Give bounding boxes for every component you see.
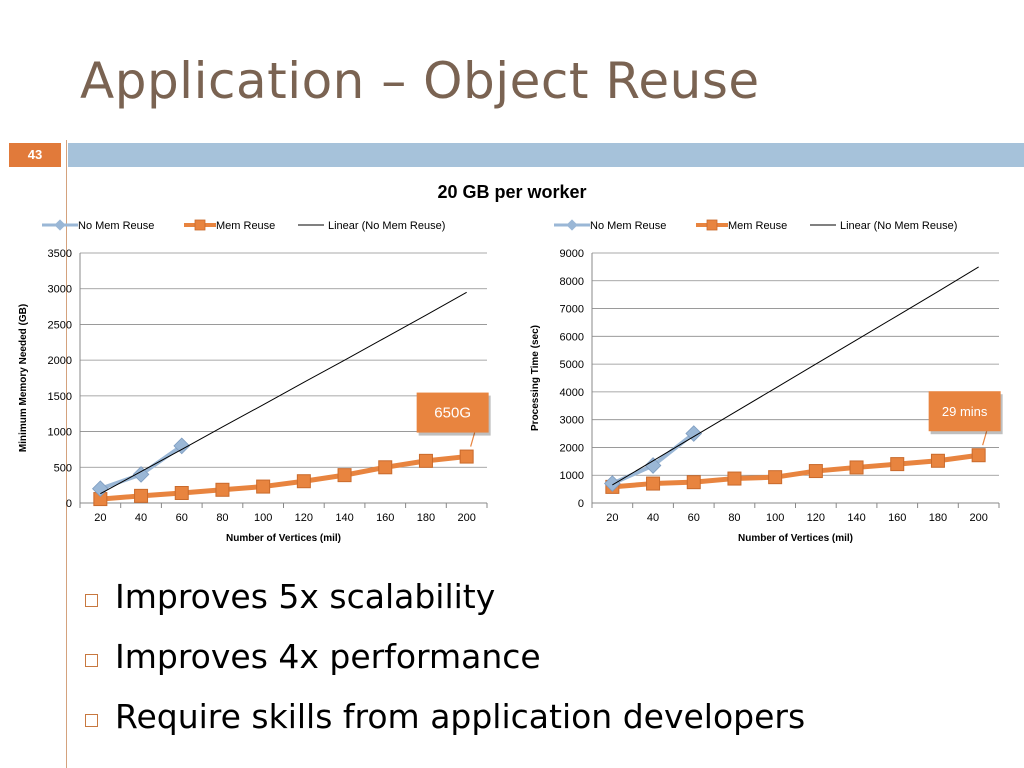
x-tick-label: 20 — [94, 512, 106, 524]
series-line-linear — [612, 266, 979, 486]
callout-leader — [982, 431, 988, 446]
data-point-mem-reuse — [215, 482, 230, 497]
y-tick-label: 2000 — [560, 442, 584, 454]
y-tick-label: 1500 — [48, 391, 72, 403]
x-tick-label: 100 — [254, 512, 272, 524]
data-point-mem-reuse — [971, 448, 986, 463]
memory-chart: 0 500 1000 1500 2000 2500 3000 3500 20 40 60 80 100 1… — [18, 219, 491, 544]
x-tick-label: 200 — [969, 512, 987, 524]
y-tick-label: 3000 — [48, 284, 72, 296]
legend-label: No Mem Reuse — [78, 220, 154, 232]
bullet-square-icon — [85, 654, 98, 667]
data-point-mem-reuse — [890, 457, 905, 472]
data-point-mem-reuse — [768, 470, 783, 485]
data-point-mem-reuse — [849, 460, 864, 475]
data-point-mem-reuse — [174, 486, 189, 500]
data-point-mem-reuse — [808, 464, 823, 479]
x-tick-label: 140 — [335, 512, 353, 524]
x-tick-label: 120 — [295, 512, 313, 524]
callout-text: 29 mins — [942, 404, 988, 419]
y-tick-label: 3000 — [560, 415, 584, 427]
callout-text: 650G — [434, 405, 471, 422]
bullet-square-icon — [85, 714, 98, 727]
data-point-no-mem-reuse — [685, 425, 703, 442]
data-point-mem-reuse — [134, 488, 149, 503]
y-tick-label: 0 — [66, 498, 72, 510]
legend-label: Linear (No Mem Reuse) — [840, 220, 957, 232]
data-point-mem-reuse — [418, 453, 433, 468]
x-tick-label: 160 — [376, 512, 394, 524]
legend-label: No Mem Reuse — [590, 220, 666, 232]
y-tick-label: 500 — [54, 462, 72, 474]
y-tick-label: 2500 — [48, 319, 72, 331]
x-tick-label: 180 — [929, 512, 947, 524]
slide-number: 43 — [9, 143, 61, 167]
y-axis-title: Processing Time (sec) — [530, 325, 541, 431]
callout-box — [416, 392, 489, 433]
bullet-text: Require skills from application develope… — [115, 697, 806, 736]
series-line-mem-reuse — [612, 452, 979, 490]
x-tick-label: 200 — [457, 512, 475, 524]
slide-title: Application – Object Reuse — [80, 52, 760, 110]
data-point-mem-reuse — [727, 471, 742, 486]
legend-marker-square — [706, 219, 718, 231]
legend-marker-diamond — [566, 219, 578, 231]
x-tick-label: 60 — [176, 512, 188, 524]
y-tick-label: 9000 — [560, 248, 584, 260]
header-bar — [68, 143, 1024, 167]
y-tick-label: 1000 — [48, 427, 72, 439]
x-tick-label: 20 — [606, 512, 618, 524]
data-point-mem-reuse — [256, 479, 271, 494]
x-axis-title: Number of Vertices (mil) — [738, 533, 853, 544]
x-tick-label: 80 — [216, 512, 228, 524]
processing-time-chart: 0 1000 2000 3000 4000 5000 6000 7000 8000 9000 20 4… — [530, 219, 1003, 544]
y-tick-label: 0 — [578, 498, 584, 510]
y-tick-label: 3500 — [48, 248, 72, 260]
callout-box — [928, 391, 1001, 432]
y-tick-label: 8000 — [560, 276, 584, 288]
legend-label: Linear (No Mem Reuse) — [328, 220, 445, 232]
legend-label: Mem Reuse — [216, 220, 275, 232]
series-line-linear — [100, 291, 467, 495]
x-tick-label: 160 — [888, 512, 906, 524]
data-point-mem-reuse — [930, 453, 945, 468]
y-tick-label: 1000 — [560, 470, 584, 482]
bullet-text: Improves 5x scalability — [115, 577, 496, 616]
x-tick-label: 40 — [647, 512, 659, 524]
data-point-mem-reuse — [296, 474, 311, 489]
y-tick-label: 5000 — [560, 359, 584, 371]
y-tick-label: 6000 — [560, 331, 584, 343]
callout-leader — [470, 432, 476, 447]
figure-title: 20 GB per worker — [437, 182, 587, 202]
x-axis-title: Number of Vertices (mil) — [226, 533, 341, 544]
y-tick-label: 2000 — [48, 355, 72, 367]
accent-divider — [66, 140, 67, 768]
data-point-no-mem-reuse — [644, 457, 662, 474]
y-tick-label: 4000 — [560, 387, 584, 399]
bullet-square-icon — [85, 594, 98, 607]
x-tick-label: 120 — [807, 512, 825, 524]
legend-marker-square — [194, 219, 206, 231]
legend-label: Mem Reuse — [728, 220, 787, 232]
data-point-mem-reuse — [378, 460, 393, 475]
data-point-no-mem-reuse — [173, 437, 191, 455]
data-point-mem-reuse — [686, 475, 701, 490]
data-point-no-mem-reuse — [604, 475, 621, 492]
y-axis-title: Minimum Memory Needed (GB) — [18, 304, 29, 452]
x-tick-label: 180 — [417, 512, 435, 524]
bullet-text: Improves 4x performance — [115, 637, 541, 676]
x-tick-label: 60 — [688, 512, 700, 524]
series-line-mem-reuse — [100, 454, 467, 502]
x-tick-label: 140 — [847, 512, 865, 524]
data-point-mem-reuse — [646, 476, 661, 491]
x-tick-label: 100 — [766, 512, 784, 524]
x-tick-label: 80 — [728, 512, 740, 524]
data-point-mem-reuse — [459, 449, 474, 464]
data-point-mem-reuse — [337, 468, 352, 483]
x-tick-label: 40 — [135, 512, 147, 524]
data-point-no-mem-reuse — [92, 480, 109, 498]
y-tick-label: 7000 — [560, 304, 584, 316]
legend-marker-diamond — [54, 219, 66, 231]
data-point-no-mem-reuse — [132, 466, 150, 483]
